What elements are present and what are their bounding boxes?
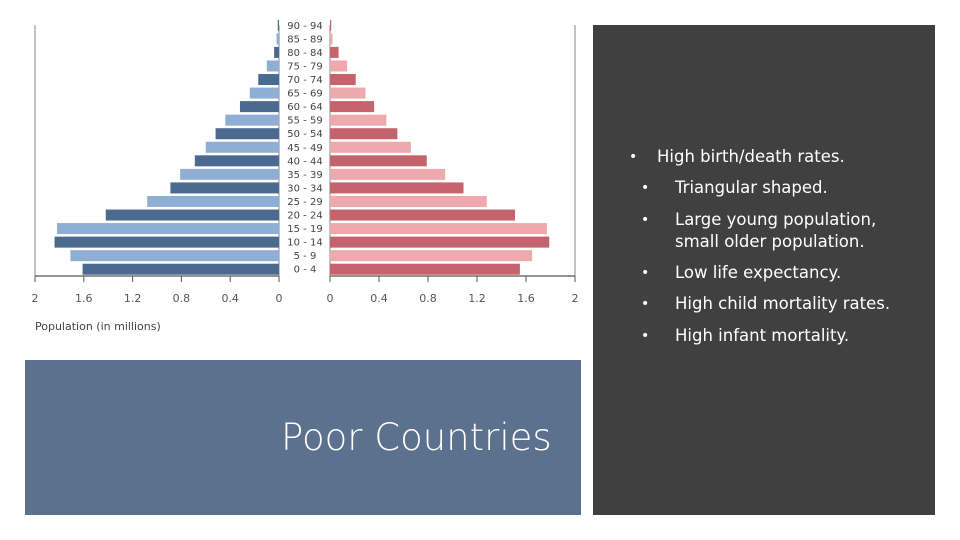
left-tick-label: 1.6 xyxy=(75,292,93,305)
bullet-text: Triangular shaped. xyxy=(675,178,828,197)
left-tick-label: 0 xyxy=(276,292,283,305)
slide-title: Poor Countries xyxy=(281,416,552,459)
bullet-text: Large young population, small older popu… xyxy=(675,210,877,251)
age-group-label: 60 - 64 xyxy=(287,102,322,113)
bar-left-10 xyxy=(215,128,279,140)
bar-right-10 xyxy=(330,128,398,140)
left-tick-label: 1.2 xyxy=(124,292,142,305)
age-group-label: 30 - 34 xyxy=(287,183,322,194)
age-group-label: 80 - 84 xyxy=(287,48,322,59)
bullet-dot: • xyxy=(641,296,650,312)
bar-right-13 xyxy=(330,87,366,99)
bar-left-7 xyxy=(180,168,279,180)
bar-right-4 xyxy=(330,209,515,221)
bullet-panel: • High birth/death rates. • Triangular s… xyxy=(593,25,935,515)
bar-left-0 xyxy=(82,263,279,275)
x-axis-label: Population (in millions) xyxy=(35,320,161,333)
bullet-dot: • xyxy=(641,212,650,228)
left-tick-label: 2 xyxy=(32,292,39,305)
age-group-label: 55 - 59 xyxy=(287,116,322,127)
age-group-label: 5 - 9 xyxy=(294,251,317,262)
age-group-label: 20 - 24 xyxy=(287,211,322,222)
bar-right-0 xyxy=(330,263,520,275)
bar-right-15 xyxy=(330,60,348,72)
bar-left-5 xyxy=(147,195,279,207)
bar-left-2 xyxy=(54,236,279,248)
left-tick-label: 0.8 xyxy=(173,292,191,305)
right-tick-label: 0.4 xyxy=(370,292,388,305)
age-group-label: 10 - 14 xyxy=(287,238,322,249)
bar-right-9 xyxy=(330,141,411,153)
population-pyramid-chart: 0 - 4 5 - 9 10 - 14 15 - 19 20 - 24 25 - 29 30… xyxy=(32,19,579,333)
bar-right-17 xyxy=(330,33,333,45)
bar-left-15 xyxy=(266,60,279,72)
bar-left-9 xyxy=(205,141,279,153)
bar-right-1 xyxy=(330,250,533,262)
age-group-label: 25 - 29 xyxy=(287,197,322,208)
bar-left-1 xyxy=(70,250,279,262)
bar-right-8 xyxy=(330,155,427,167)
bullet-text: High infant mortality. xyxy=(675,326,850,345)
bullet-dot: • xyxy=(641,265,650,281)
bar-right-12 xyxy=(330,101,375,113)
bar-right-11 xyxy=(330,114,387,126)
right-tick-label: 1.2 xyxy=(468,292,486,305)
right-tick-label: 0.8 xyxy=(419,292,437,305)
bar-left-18 xyxy=(277,19,279,31)
bar-left-6 xyxy=(170,182,279,194)
bar-right-5 xyxy=(330,195,487,207)
age-group-label: 15 - 19 xyxy=(287,224,322,235)
bar-right-16 xyxy=(330,46,339,58)
age-group-label: 65 - 69 xyxy=(287,89,322,100)
left-tick-label: 0.4 xyxy=(221,292,239,305)
bar-right-2 xyxy=(330,236,550,248)
bullet-dot: • xyxy=(629,149,638,165)
bar-left-17 xyxy=(276,33,279,45)
chart-bars xyxy=(54,19,550,275)
right-tick-label: 0 xyxy=(327,292,334,305)
age-group-label: 90 - 94 xyxy=(287,21,322,32)
bar-right-3 xyxy=(330,223,547,235)
chart-labels: 0 - 4 5 - 9 10 - 14 15 - 19 20 - 24 25 - 29 30… xyxy=(32,21,579,333)
age-group-label: 35 - 39 xyxy=(287,170,322,181)
age-group-label: 45 - 49 xyxy=(287,143,322,154)
bar-right-7 xyxy=(330,168,446,180)
age-group-label: 85 - 89 xyxy=(287,34,322,45)
bar-right-18 xyxy=(330,19,332,31)
bullet-text: High child mortality rates. xyxy=(675,294,891,313)
age-group-label: 0 - 4 xyxy=(294,265,317,276)
bar-left-16 xyxy=(274,46,279,58)
title-panel: Poor Countries xyxy=(25,360,581,515)
age-group-label: 75 - 79 xyxy=(287,61,322,72)
bar-right-6 xyxy=(330,182,464,194)
age-group-label: 40 - 44 xyxy=(287,156,322,167)
bullet-dot: • xyxy=(641,180,650,196)
bar-left-3 xyxy=(56,223,280,235)
bar-left-11 xyxy=(225,114,279,126)
bar-left-14 xyxy=(258,74,279,86)
bullet-dot: • xyxy=(641,328,650,344)
age-group-label: 70 - 74 xyxy=(287,75,322,86)
age-group-label: 50 - 54 xyxy=(287,129,322,140)
right-tick-label: 1.6 xyxy=(517,292,535,305)
right-tick-label: 2 xyxy=(572,292,579,305)
bullet-text: Low life expectancy. xyxy=(675,263,842,282)
bullet-text: High birth/death rates. xyxy=(657,147,845,166)
bar-left-12 xyxy=(239,101,279,113)
bar-left-4 xyxy=(105,209,279,221)
bar-left-13 xyxy=(249,87,279,99)
bar-right-14 xyxy=(330,74,356,86)
bar-left-8 xyxy=(194,155,279,167)
